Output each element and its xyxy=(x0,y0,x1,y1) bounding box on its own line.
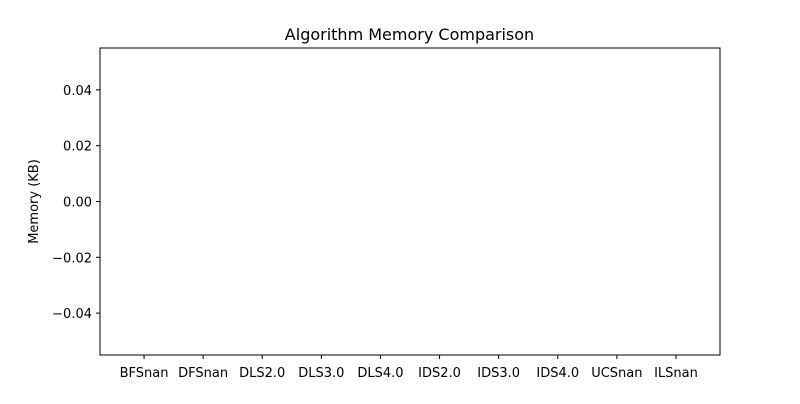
y-tick-label: −0.02 xyxy=(52,251,92,266)
x-tick-label: DLS2.0 xyxy=(239,366,285,381)
x-tick-label: UCSnan xyxy=(591,366,642,381)
x-tick-label: IDS3.0 xyxy=(477,366,520,381)
x-tick-label: DLS3.0 xyxy=(298,366,344,381)
x-tick-label: BFSnan xyxy=(120,366,169,381)
y-tick-label: 0.00 xyxy=(63,196,92,211)
y-tick-label: −0.04 xyxy=(52,307,92,322)
x-tick-label: ILSnan xyxy=(654,366,698,381)
plot-area-frame xyxy=(99,47,721,356)
chart-title: Algorithm Memory Comparison xyxy=(285,25,534,44)
x-tick-label: DFSnan xyxy=(178,366,228,381)
x-tick-label: IDS4.0 xyxy=(536,366,579,381)
y-tick-label: 0.04 xyxy=(63,84,92,99)
y-axis: 0.04 0.02 0.00 −0.02 −0.04 xyxy=(52,84,100,322)
x-tick-label: DLS4.0 xyxy=(357,366,403,381)
x-tick-label: IDS2.0 xyxy=(418,366,461,381)
y-tick-label: 0.02 xyxy=(63,140,92,155)
y-axis-label: Memory (KB) xyxy=(27,159,42,244)
x-axis: BFSnan DFSnan DLS2.0 DLS3.0 DLS4.0 IDS2.0 IDS3… xyxy=(120,355,698,381)
